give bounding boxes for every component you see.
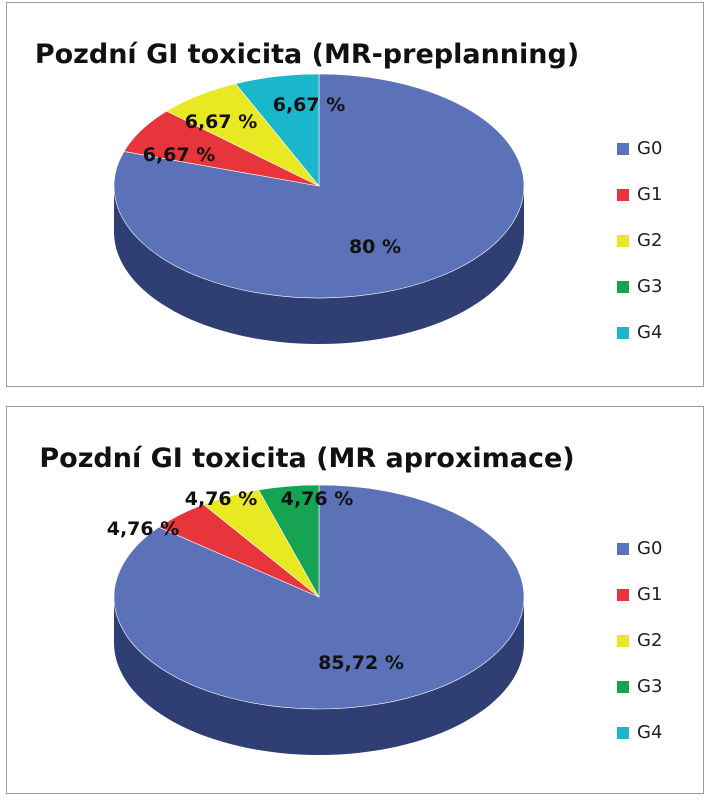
pie-side	[114, 597, 524, 755]
legend-label-g2: G2	[637, 630, 662, 651]
legend: G0 G1 G2 G3 G4	[617, 138, 662, 343]
legend-label-g1: G1	[637, 184, 662, 205]
legend-swatch-g4	[617, 327, 629, 339]
pie-slices	[113, 73, 525, 299]
chart-title: Pozdní GI toxicita (MR-preplanning)	[34, 39, 580, 70]
legend-swatch-g4	[617, 727, 629, 739]
slice-label-g2: 6,67 %	[185, 111, 258, 133]
legend-swatch-g3	[617, 281, 629, 293]
pie-slice-g4	[235, 73, 320, 187]
legend-label-g0: G0	[637, 138, 662, 159]
slice-label-g1: 6,67 %	[143, 144, 216, 166]
legend-label-g3: G3	[637, 276, 662, 297]
pie-chart-preplanning: 80 % 6,67 % 6,67 % 6,67 % G0 G1 G2 G3 G4	[113, 73, 662, 344]
legend-swatch-g3	[617, 681, 629, 693]
slice-labels: 80 % 6,67 % 6,67 % 6,67 %	[143, 94, 401, 258]
legend-label-g3: G3	[637, 676, 662, 697]
slice-label-g0: 85,72 %	[318, 652, 404, 674]
slice-label-g3: 4,76 %	[281, 488, 354, 510]
legend-swatch-g0	[617, 543, 629, 555]
legend-swatch-g2	[617, 635, 629, 647]
chart-title: Pozdní GI toxicita (MR aproximace)	[39, 443, 575, 474]
legend-swatch-g0	[617, 143, 629, 155]
legend: G0 G1 G2 G3 G4	[617, 538, 662, 743]
legend-label-g2: G2	[637, 230, 662, 251]
legend-label-g0: G0	[637, 538, 662, 559]
legend-label-g1: G1	[637, 584, 662, 605]
legend-swatch-g1	[617, 189, 629, 201]
pie-side-g0	[114, 186, 524, 344]
slice-label-g4: 6,67 %	[273, 94, 346, 116]
pie-slices	[113, 484, 525, 710]
pie-side-g0	[114, 597, 524, 755]
chart-panel-aproximace: Pozdní GI toxicita (MR aproximace) 85,72…	[6, 406, 704, 794]
slice-label-g1: 4,76 %	[107, 518, 180, 540]
slice-label-g2: 4,76 %	[185, 488, 258, 510]
pie-slice-g3	[258, 484, 320, 599]
legend-swatch-g2	[617, 235, 629, 247]
legend-label-g4: G4	[637, 322, 662, 343]
pie-side	[114, 186, 524, 344]
chart-panel-preplanning: Pozdní GI toxicita (MR-preplanning) 80 %…	[6, 2, 704, 387]
legend-swatch-g1	[617, 589, 629, 601]
legend-label-g4: G4	[637, 722, 662, 743]
slice-labels: 85,72 %4,76 %4,76 % 4,76 %	[107, 488, 404, 674]
slice-label-g0: 80 %	[349, 236, 401, 258]
